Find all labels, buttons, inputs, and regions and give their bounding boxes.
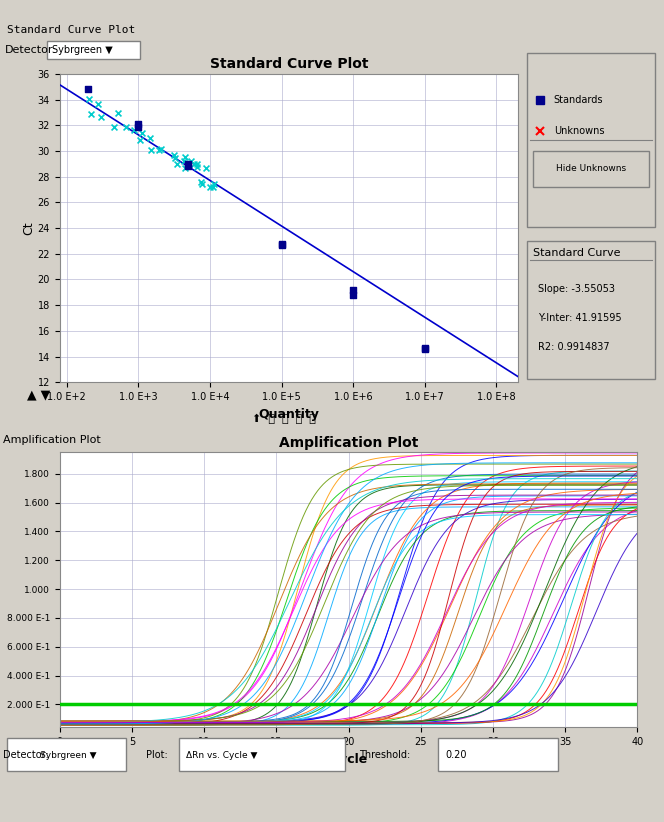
Point: [135, 134, 145, 147]
Point: [276, 238, 287, 252]
Title: Standard Curve Plot: Standard Curve Plot: [210, 58, 368, 72]
Point: [129, 123, 139, 136]
Text: Plot:: Plot:: [146, 750, 168, 760]
Point: [191, 158, 202, 171]
Point: [121, 120, 131, 133]
Text: ⬆  ⤢  🔍  ✋  🔎: ⬆ ⤢ 🔍 ✋ 🔎: [252, 413, 316, 424]
Point: [208, 181, 218, 194]
Text: Threshold:: Threshold:: [359, 750, 410, 760]
Point: [83, 83, 94, 96]
Point: [137, 126, 147, 139]
Y-axis label: ΔRn: ΔRn: [0, 577, 4, 603]
Title: Amplification Plot: Amplification Plot: [279, 436, 418, 450]
Point: [197, 177, 207, 190]
Text: ▲ ▼: ▲ ▼: [27, 389, 50, 402]
X-axis label: Cycle: Cycle: [330, 753, 367, 766]
FancyBboxPatch shape: [46, 41, 140, 59]
Point: [348, 283, 359, 296]
Point: [86, 108, 96, 121]
Point: [276, 237, 287, 250]
Point: [205, 181, 215, 194]
Text: Hide Unknowns: Hide Unknowns: [556, 164, 626, 173]
Point: [179, 155, 189, 168]
Point: [183, 159, 194, 173]
X-axis label: Quantity: Quantity: [258, 408, 319, 421]
Point: [172, 157, 183, 170]
Point: [348, 289, 359, 302]
Text: Y-Inter: 41.91595: Y-Inter: 41.91595: [538, 313, 622, 323]
FancyBboxPatch shape: [527, 242, 655, 379]
Point: [180, 162, 191, 175]
Point: [84, 92, 95, 105]
Point: [420, 341, 430, 354]
Point: [170, 151, 181, 164]
Point: [113, 106, 124, 119]
Point: [133, 118, 143, 131]
FancyBboxPatch shape: [438, 738, 558, 771]
Text: Standards: Standards: [554, 95, 604, 105]
Point: [133, 120, 143, 133]
Point: [154, 143, 165, 156]
Point: [108, 121, 119, 134]
FancyBboxPatch shape: [527, 53, 655, 227]
Text: Unknowns: Unknowns: [554, 126, 604, 136]
Point: [192, 160, 203, 173]
Text: Standard Curve Plot: Standard Curve Plot: [7, 25, 135, 35]
Text: Detector:: Detector:: [5, 45, 57, 55]
Text: Amplification Plot: Amplification Plot: [3, 435, 101, 445]
Point: [144, 132, 155, 145]
Text: Detector:: Detector:: [3, 750, 49, 760]
Point: [169, 149, 179, 162]
Text: R2: 0.9914837: R2: 0.9914837: [538, 342, 610, 352]
Text: Sybrgreen ▼: Sybrgreen ▼: [52, 45, 112, 55]
Text: Standard Curve: Standard Curve: [533, 248, 620, 258]
Y-axis label: Ct: Ct: [22, 221, 35, 235]
Point: [196, 175, 207, 188]
Text: Sybrgreen ▼: Sybrgreen ▼: [40, 750, 96, 760]
Point: [92, 97, 103, 110]
Text: 0.20: 0.20: [445, 750, 466, 760]
FancyBboxPatch shape: [7, 738, 126, 771]
Point: [209, 178, 220, 191]
Point: [146, 144, 157, 157]
Point: [96, 110, 106, 123]
Point: [420, 342, 430, 355]
Point: [186, 155, 197, 168]
Text: Slope: -3.55053: Slope: -3.55053: [538, 284, 615, 294]
Point: [189, 158, 200, 171]
Point: [201, 162, 211, 175]
Point: [179, 151, 190, 164]
Text: ΔRn vs. Cycle ▼: ΔRn vs. Cycle ▼: [186, 750, 257, 760]
Point: [183, 157, 194, 170]
Point: [155, 142, 166, 155]
FancyBboxPatch shape: [533, 150, 649, 187]
FancyBboxPatch shape: [179, 738, 345, 771]
